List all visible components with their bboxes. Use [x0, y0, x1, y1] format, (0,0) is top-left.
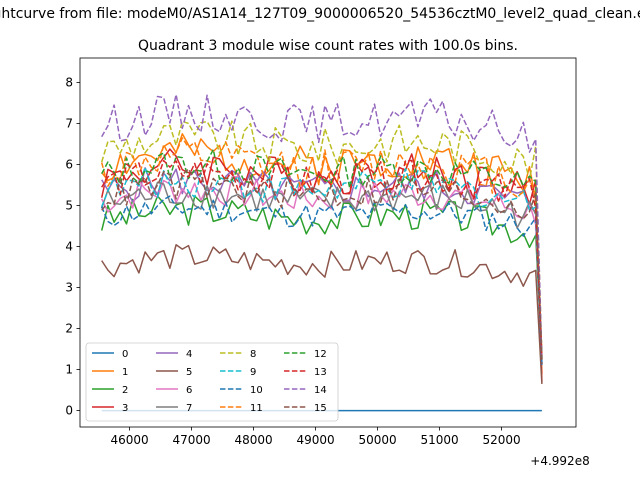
- y-tick-label: 1: [65, 363, 73, 377]
- legend-label-7: 7: [186, 403, 192, 414]
- legend-label-6: 6: [186, 385, 192, 396]
- y-tick-label: 0: [65, 404, 73, 418]
- legend-label-3: 3: [122, 403, 128, 414]
- x-tick-label: 49000: [297, 433, 335, 447]
- series-line-5: [101, 244, 543, 384]
- legend-box: [85, 342, 339, 422]
- legend-label-8: 8: [250, 349, 256, 360]
- legend-label-14: 14: [314, 385, 327, 396]
- x-tick-label: 48000: [235, 433, 273, 447]
- legend-label-4: 4: [186, 349, 192, 360]
- series-line-9: [101, 166, 543, 363]
- chart-title: Quadrant 3 module wise count rates with …: [138, 38, 518, 54]
- series-line-13: [101, 159, 543, 360]
- chart-suptitle: Lightcurve from file: modeM0/AS1A14_127T…: [0, 6, 640, 22]
- series-line-8: [100, 120, 543, 361]
- legend-label-12: 12: [314, 349, 327, 360]
- legend-label-13: 13: [314, 367, 327, 378]
- x-tick-label: 51000: [421, 433, 459, 447]
- series-line-15: [101, 168, 543, 365]
- legend-label-5: 5: [186, 367, 192, 378]
- series-line-11: [100, 137, 543, 356]
- plot-area: [100, 93, 543, 412]
- x-offset-label: +4.992e8: [530, 454, 589, 468]
- series-line-10: [101, 195, 543, 366]
- y-tick-label: 3: [65, 281, 73, 295]
- legend-label-1: 1: [122, 367, 128, 378]
- legend-label-11: 11: [250, 403, 263, 414]
- y-tick-label: 4: [65, 240, 73, 254]
- series-line-12: [101, 148, 543, 358]
- y-tick-label: 5: [65, 199, 73, 213]
- y-tick-label: 8: [65, 76, 73, 90]
- legend-label-15: 15: [314, 403, 327, 414]
- x-tick-label: 46000: [111, 433, 149, 447]
- legend-label-2: 2: [122, 385, 128, 396]
- series-line-14: [101, 93, 543, 362]
- x-tick-label: 50000: [359, 433, 397, 447]
- y-tick-label: 7: [65, 117, 73, 131]
- axes: 46000 47000 48000 49000 50000 51000 52000+4.99…: [65, 57, 590, 468]
- y-tick-label: 6: [65, 158, 73, 172]
- axes-frame: [79, 57, 577, 428]
- legend-label-9: 9: [250, 367, 256, 378]
- x-tick-label: 52000: [483, 433, 521, 447]
- series-line-4: [101, 167, 543, 364]
- x-tick-label: 47000: [173, 433, 211, 447]
- legend-label-0: 0: [122, 349, 128, 360]
- legend-label-10: 10: [250, 385, 263, 396]
- y-tick-label: 2: [65, 322, 73, 336]
